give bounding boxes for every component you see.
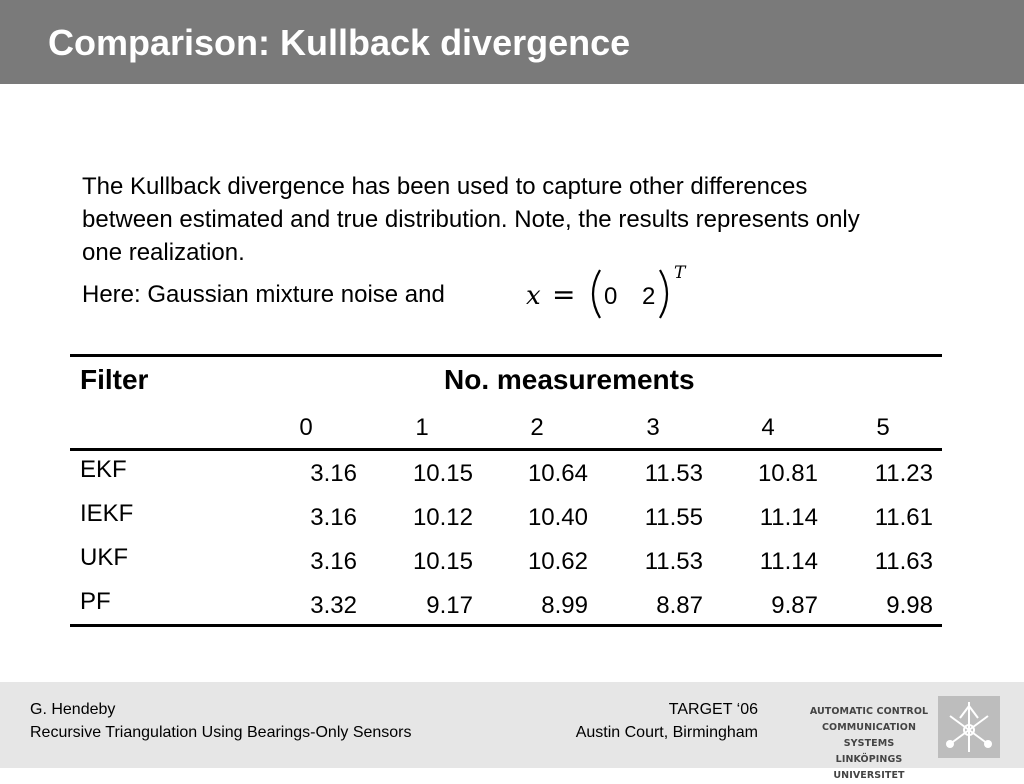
formula-var: x xyxy=(526,281,541,311)
table-bottom-rule xyxy=(70,624,942,627)
table-row: UKF 3.16 10.15 10.62 11.53 11.14 11.63 xyxy=(70,544,942,588)
formula-left-paren xyxy=(591,269,601,319)
formula-sup: T xyxy=(674,263,687,283)
filter-name: UKF xyxy=(80,544,128,571)
formula-v1: 0 xyxy=(604,283,617,310)
university-logo-icon xyxy=(938,696,1000,758)
table-top-rule xyxy=(70,354,942,357)
column-number: 0 xyxy=(299,414,313,441)
university-logo-text: AUTOMATIC CONTROL COMMUNICATION SYSTEMS … xyxy=(806,704,932,784)
table-cell: 8.87 xyxy=(656,592,703,619)
table-cell: 11.61 xyxy=(874,504,933,531)
title-bar: Comparison: Kullback divergence xyxy=(0,0,1024,84)
table-cell: 10.12 xyxy=(412,504,473,531)
filter-name: EKF xyxy=(80,456,127,483)
table-cell: 8.99 xyxy=(541,592,588,619)
column-number: 3 xyxy=(646,414,660,441)
table-cell: 11.14 xyxy=(759,548,818,575)
column-number: 5 xyxy=(876,414,890,441)
formula-v2: 2 xyxy=(642,283,655,310)
table-cell: 10.15 xyxy=(412,460,473,487)
table-cell: 10.40 xyxy=(527,504,588,531)
table-row: EKF 3.16 10.15 10.64 11.53 10.81 11.23 xyxy=(70,456,942,500)
table-cell: 11.55 xyxy=(644,504,703,531)
table-cell: 10.81 xyxy=(757,460,818,487)
table-cell: 10.15 xyxy=(412,548,473,575)
table-cell: 10.64 xyxy=(527,460,588,487)
formula-eq: = xyxy=(552,278,575,311)
logo-line: AUTOMATIC CONTROL xyxy=(809,706,929,717)
table-cell: 3.16 xyxy=(310,548,357,575)
table-header-rule xyxy=(70,448,942,451)
footer-author: G. Hendeby xyxy=(30,701,116,718)
filter-header: Filter xyxy=(80,364,149,395)
column-number: 4 xyxy=(761,414,775,441)
table-cell: 11.14 xyxy=(759,504,818,531)
footer-venue: Austin Court, Birmingham xyxy=(575,724,758,741)
intro-text: The Kullback divergence has been used to… xyxy=(82,173,860,266)
table-cell: 11.23 xyxy=(874,460,933,487)
filter-name: IEKF xyxy=(80,500,134,527)
column-number: 2 xyxy=(530,414,544,441)
table-cell: 9.17 xyxy=(426,592,473,619)
footer-talk-title: Recursive Triangulation Using Bearings-O… xyxy=(30,724,412,741)
logo-line: LINKÖPINGS UNIVERSITET xyxy=(833,754,905,781)
table-cell: 3.32 xyxy=(310,592,357,619)
table-cell: 9.87 xyxy=(771,592,818,619)
footer: G. Hendeby Recursive Triangulation Using… xyxy=(0,682,1024,781)
table-cell: 10.62 xyxy=(527,548,588,575)
intro-paragraph: The Kullback divergence has been used to… xyxy=(82,170,902,269)
formula: x = 0 2 T xyxy=(526,263,687,319)
table-cell: 9.98 xyxy=(886,592,933,619)
table-cell: 3.16 xyxy=(310,504,357,531)
here-line: Here: Gaussian mixture noise and xyxy=(82,281,445,308)
table-row: PF 3.32 9.17 8.99 8.87 9.87 9.98 xyxy=(70,588,942,632)
table-row: IEKF 3.16 10.12 10.40 11.55 11.14 11.61 xyxy=(70,500,942,544)
table-cell: 3.16 xyxy=(310,460,357,487)
formula-right-paren xyxy=(659,269,669,319)
filter-name: PF xyxy=(80,588,111,615)
slide-title: Comparison: Kullback divergence xyxy=(48,22,631,63)
kullback-table: Filter No. measurements 0 1 2 3 4 5 EKF … xyxy=(70,354,942,628)
footer-event: TARGET ‘06 xyxy=(668,701,758,718)
logo-line: COMMUNICATION SYSTEMS xyxy=(821,722,917,749)
measurements-header: No. measurements xyxy=(444,364,695,395)
table-cell: 11.53 xyxy=(644,548,703,575)
table-cell: 11.63 xyxy=(874,548,933,575)
table-cell: 11.53 xyxy=(644,460,703,487)
column-number: 1 xyxy=(415,414,429,441)
